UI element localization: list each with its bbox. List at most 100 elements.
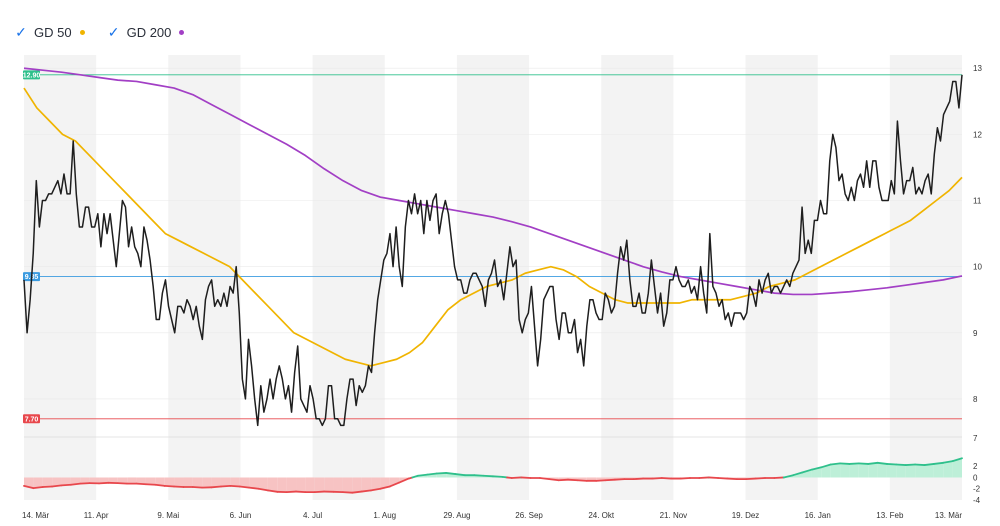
oscillator-line	[726, 477, 738, 481]
oscillator-line	[923, 463, 935, 466]
oscillator-line	[548, 478, 560, 482]
x-tick-label: 29. Aug	[443, 511, 470, 520]
oscillator-area-negative	[192, 477, 203, 488]
legend-label-gd50: GD 50	[34, 24, 72, 40]
oscillator-area-positive	[868, 462, 878, 478]
oscillator-line	[792, 471, 804, 477]
x-tick-label: 11. Apr	[84, 511, 109, 520]
oscillator-line	[567, 478, 579, 482]
oscillator-line	[154, 483, 166, 487]
oscillator-area-negative	[361, 477, 372, 492]
oscillator-area-negative	[239, 477, 250, 488]
oscillator-line	[679, 477, 691, 480]
oscillator-area-negative	[249, 477, 259, 489]
oscillator-line	[904, 463, 916, 466]
checkbox-checked-icon[interactable]: ✓	[107, 23, 120, 40]
oscillator-line	[576, 479, 588, 482]
oscillator-area-negative	[380, 477, 390, 489]
x-tick-label: 26. Sep	[515, 511, 543, 520]
oscillator-line	[557, 478, 569, 482]
oscillator-area-negative	[258, 477, 268, 491]
oscillator-area-negative	[277, 477, 287, 493]
oscillator-line	[266, 489, 279, 493]
oscillator-area-positive	[858, 463, 869, 478]
y-tick-label: 9	[973, 329, 978, 338]
oscillator-line	[295, 490, 307, 494]
oscillator-area-negative	[220, 477, 231, 487]
oscillator-line	[492, 475, 504, 478]
oscillator-area-positive	[849, 463, 859, 478]
level-tag	[23, 70, 40, 80]
oscillator-area-negative	[342, 477, 353, 493]
oscillator-tick-label: 7	[973, 434, 978, 443]
oscillator-line	[942, 460, 954, 464]
oscillator-line	[145, 483, 157, 486]
oscillator-line	[651, 477, 663, 480]
background-band	[889, 55, 962, 500]
oscillator-area-negative	[127, 477, 137, 484]
oscillator-area-negative	[99, 477, 109, 484]
oscillator-area-negative	[267, 477, 278, 492]
oscillator-area-negative	[145, 477, 156, 485]
oscillator-line	[482, 474, 494, 478]
oscillator-line	[520, 476, 532, 479]
oscillator-area-positive	[952, 458, 962, 478]
oscillator-line	[914, 463, 926, 466]
oscillator-line	[539, 477, 551, 481]
oscillator-line	[116, 482, 129, 485]
oscillator-line	[848, 462, 860, 465]
oscillator-line	[60, 483, 72, 487]
oscillator-line	[632, 477, 644, 481]
oscillator-line	[473, 474, 485, 477]
x-tick-label: 13. Mär	[935, 511, 962, 520]
oscillator-line	[257, 487, 269, 492]
x-tick-label: 6. Jun	[230, 511, 252, 520]
oscillator-line	[351, 490, 363, 494]
oscillator-line	[285, 490, 297, 494]
oscillator-area-negative	[80, 477, 90, 484]
oscillator-line	[23, 485, 35, 490]
oscillator-area-negative	[202, 477, 212, 488]
chart-legend: ✓ GD 50 ✓ GD 200	[14, 22, 185, 42]
x-tick-label: 1. Aug	[373, 511, 396, 520]
oscillator-tick-label: 2	[973, 462, 978, 471]
checkbox-checked-icon[interactable]: ✓	[15, 23, 27, 40]
oscillator-line	[604, 478, 616, 482]
oscillator-line	[951, 457, 963, 463]
oscillator-line	[220, 485, 232, 488]
oscillator-line	[895, 463, 907, 466]
oscillator-line	[79, 482, 91, 485]
oscillator-area-negative	[61, 477, 71, 486]
oscillator-area-negative	[155, 477, 165, 486]
legend-dot-gd200-icon	[179, 29, 185, 35]
oscillator-line	[398, 477, 410, 484]
y-tick-label: 11	[973, 197, 982, 206]
oscillator-area-negative	[117, 477, 128, 484]
oscillator-line	[51, 484, 63, 488]
background-band	[312, 55, 385, 500]
oscillator-area-negative	[305, 477, 315, 493]
oscillator-line	[454, 473, 466, 477]
oscillator-line	[614, 478, 626, 481]
oscillator-line	[342, 491, 354, 494]
oscillator-line	[595, 479, 607, 482]
oscillator-area-negative	[211, 477, 221, 488]
legend-item-gd200[interactable]: ✓ GD 200	[107, 24, 185, 41]
oscillator-area-negative	[333, 477, 343, 493]
legend-item-gd50[interactable]: ✓ GD 50	[14, 24, 85, 41]
level-tag-label: 12.90	[23, 72, 41, 79]
oscillator-line	[229, 485, 241, 488]
oscillator-area-negative	[52, 477, 62, 487]
x-tick-label: 13. Feb	[876, 511, 904, 520]
x-tick-label: 21. Nov	[660, 511, 688, 520]
oscillator-line	[41, 485, 54, 488]
oscillator-line	[857, 462, 870, 465]
oscillator-line	[388, 481, 401, 488]
background-band	[745, 55, 818, 500]
x-tick-label: 4. Jul	[303, 511, 322, 520]
x-tick-label: 19. Dez	[732, 511, 760, 520]
oscillator-line	[829, 462, 841, 466]
oscillator-line	[313, 490, 326, 494]
oscillator-area-negative	[136, 477, 146, 485]
